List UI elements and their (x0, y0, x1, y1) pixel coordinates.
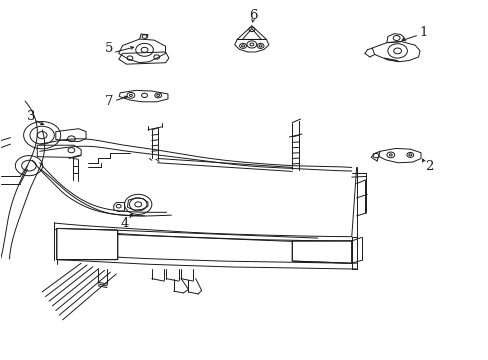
Text: 6: 6 (248, 9, 257, 22)
Text: 5: 5 (104, 42, 113, 55)
Text: 4: 4 (121, 217, 129, 230)
Polygon shape (57, 228, 118, 260)
Polygon shape (292, 241, 351, 263)
Text: 1: 1 (419, 27, 427, 40)
Text: 3: 3 (27, 111, 35, 123)
Text: 2: 2 (424, 160, 432, 173)
Text: 7: 7 (104, 95, 113, 108)
